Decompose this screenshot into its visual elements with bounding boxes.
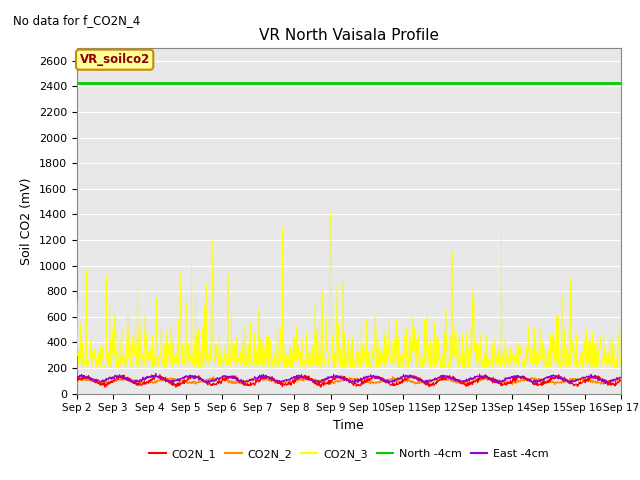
Y-axis label: Soil CO2 (mV): Soil CO2 (mV) — [20, 177, 33, 264]
Text: No data for f_CO2N_4: No data for f_CO2N_4 — [13, 14, 140, 27]
Legend: CO2N_1, CO2N_2, CO2N_3, North -4cm, East -4cm: CO2N_1, CO2N_2, CO2N_3, North -4cm, East… — [145, 444, 553, 464]
X-axis label: Time: Time — [333, 419, 364, 432]
Title: VR North Vaisala Profile: VR North Vaisala Profile — [259, 28, 439, 43]
Text: VR_soilco2: VR_soilco2 — [79, 53, 150, 66]
